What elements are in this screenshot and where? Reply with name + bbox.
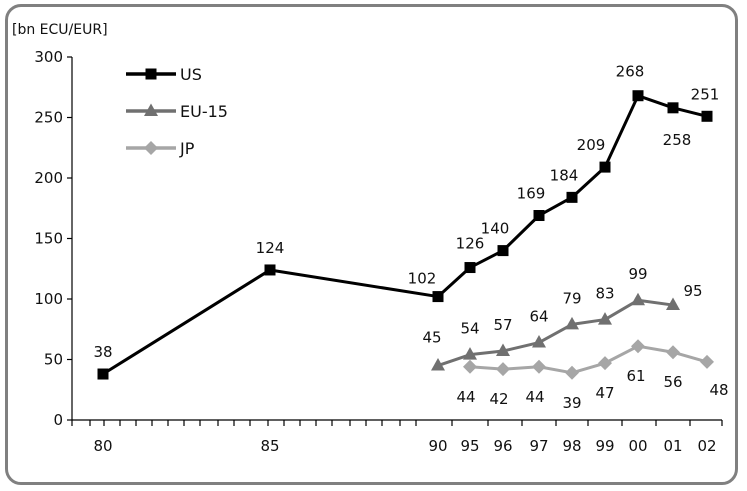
- legend-label-jp: JP: [179, 139, 195, 158]
- data-label-eu-15: 57: [493, 316, 512, 334]
- data-point-us: [97, 368, 109, 380]
- data-label-eu-15: 54: [460, 320, 479, 338]
- data-label-us: 169: [517, 185, 546, 203]
- data-label-jp: 56: [663, 373, 682, 391]
- y-tick-label: 100: [34, 290, 63, 308]
- x-tick-label: 95: [460, 437, 479, 455]
- x-tick-label: 00: [628, 437, 647, 455]
- data-point-jp: [666, 345, 680, 360]
- data-label-jp: 39: [562, 394, 581, 412]
- data-point-jp: [463, 359, 477, 374]
- x-tick-label: 80: [93, 437, 112, 455]
- data-label-us: 258: [663, 131, 692, 149]
- data-label-eu-15: 99: [628, 265, 647, 283]
- data-label-us: 102: [408, 270, 437, 288]
- series-line-us: [102, 94, 708, 376]
- data-point-us: [701, 110, 713, 122]
- legend-marker-jp: [144, 141, 158, 155]
- data-point-jp: [532, 359, 546, 374]
- data-point-us: [264, 264, 276, 276]
- data-point-eu-15: [565, 316, 579, 330]
- data-point-jp: [598, 356, 612, 371]
- data-point-us: [566, 191, 578, 203]
- x-tick-label: 98: [562, 437, 581, 455]
- legend-label-eu-15: EU-15: [180, 102, 228, 121]
- data-label-us: 126: [456, 235, 485, 253]
- chart-frame: [5, 4, 738, 485]
- legend-marker-eu-15: [144, 103, 158, 116]
- y-tick-label: 200: [34, 169, 63, 187]
- data-label-jp: 44: [456, 388, 475, 406]
- y-tick-label: 250: [34, 109, 63, 127]
- data-point-us: [464, 262, 476, 274]
- y-tick-label: 150: [34, 230, 63, 248]
- data-point-jp: [565, 365, 579, 380]
- x-tick-label: 02: [697, 437, 716, 455]
- data-label-jp: 44: [525, 388, 544, 406]
- data-point-jp: [496, 362, 510, 377]
- data-point-eu-15: [666, 297, 680, 311]
- data-label-jp: 42: [489, 390, 508, 408]
- y-axis-unit-label: [bn ECU/EUR]: [12, 22, 108, 38]
- data-label-eu-15: 45: [422, 329, 441, 347]
- data-label-eu-15: 64: [529, 308, 548, 326]
- data-label-jp: 48: [709, 381, 728, 399]
- x-tick-label: 99: [595, 437, 614, 455]
- data-label-jp: 47: [595, 384, 614, 402]
- data-point-us: [497, 245, 509, 257]
- legend-marker-us: [145, 68, 157, 80]
- data-label-us: 184: [550, 166, 579, 184]
- data-point-eu-15: [431, 358, 445, 371]
- x-tick-label: 01: [663, 437, 682, 455]
- data-label-us: 38: [93, 343, 112, 361]
- data-point-us: [432, 291, 444, 303]
- legend-label-us: US: [180, 65, 202, 84]
- data-label-us: 140: [481, 220, 510, 238]
- data-point-jp: [700, 354, 714, 369]
- data-point-eu-15: [598, 312, 612, 325]
- data-point-eu-15: [532, 335, 546, 348]
- x-tick-label: 96: [493, 437, 512, 455]
- data-point-eu-15: [496, 343, 510, 357]
- data-label-eu-15: 79: [562, 289, 581, 307]
- data-label-eu-15: 83: [595, 285, 614, 303]
- y-tick-label: 300: [34, 48, 63, 66]
- x-tick-label: 97: [529, 437, 548, 455]
- x-tick-label: 85: [260, 437, 279, 455]
- data-label-us: 209: [577, 136, 606, 154]
- data-point-us: [533, 210, 545, 222]
- data-label-us: 268: [616, 63, 645, 81]
- x-tick-label: 90: [428, 437, 447, 455]
- y-tick-label: 50: [44, 351, 63, 369]
- data-label-eu-15: 95: [683, 282, 702, 300]
- data-label-jp: 61: [626, 367, 645, 385]
- data-point-us: [599, 161, 611, 173]
- data-point-eu-15: [463, 347, 477, 360]
- y-tick-label: 0: [53, 411, 63, 429]
- data-label-us: 251: [691, 85, 720, 103]
- data-point-us: [632, 90, 644, 102]
- data-point-eu-15: [631, 292, 645, 306]
- data-point-jp: [631, 339, 645, 354]
- data-label-us: 124: [256, 239, 285, 257]
- data-point-us: [667, 102, 679, 114]
